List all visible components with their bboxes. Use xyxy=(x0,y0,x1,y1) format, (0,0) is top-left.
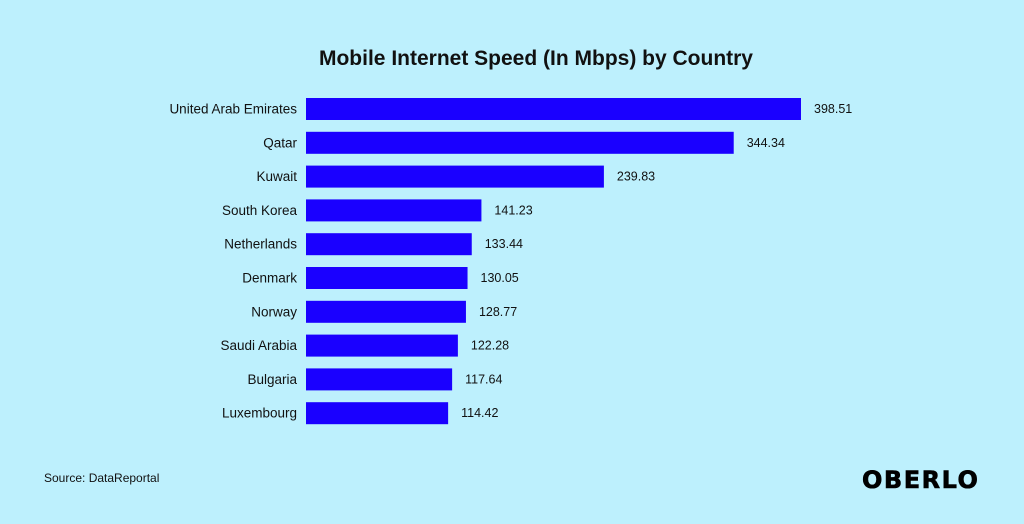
chart-title: Mobile Internet Speed (In Mbps) by Count… xyxy=(318,47,753,70)
bar-kuwait xyxy=(306,165,604,188)
value-label-saudi-arabia: 122.28 xyxy=(471,339,509,353)
value-label-south-korea: 141.23 xyxy=(494,203,532,217)
value-label-luxembourg: 114.42 xyxy=(461,406,498,420)
value-label-netherlands: 133.44 xyxy=(485,237,523,251)
value-labels: 398.51 344.34 239.83 141.23 133.44 130.05 128.… xyxy=(461,102,852,420)
value-label-kuwait: 239.83 xyxy=(617,170,655,184)
bar-norway xyxy=(306,300,466,323)
source-note: Source: DataReportal xyxy=(44,471,160,485)
value-label-united-arab-emirates: 398.51 xyxy=(814,102,852,116)
category-label-south-korea: South Korea xyxy=(222,203,298,218)
category-label-netherlands: Netherlands xyxy=(224,237,297,252)
value-label-denmark: 130.05 xyxy=(481,271,519,285)
bar-netherlands xyxy=(306,233,472,256)
category-label-qatar: Qatar xyxy=(263,135,297,150)
bar-saudi-arabia xyxy=(306,334,458,357)
value-label-bulgaria: 117.64 xyxy=(465,372,502,386)
bar-luxembourg xyxy=(306,402,449,425)
bar-denmark xyxy=(306,267,468,289)
category-label-luxembourg: Luxembourg xyxy=(222,406,297,421)
bar-united-arab-emirates xyxy=(306,98,801,120)
category-label-united-arab-emirates: United Arab Emirates xyxy=(169,102,297,117)
bar-qatar xyxy=(306,131,734,154)
bar-bulgaria xyxy=(306,368,453,391)
category-label-denmark: Denmark xyxy=(242,271,297,286)
category-label-kuwait: Kuwait xyxy=(256,169,297,184)
bar-south-korea xyxy=(306,199,482,222)
category-labels: United Arab Emirates Qatar Kuwait South Kor… xyxy=(169,102,297,421)
value-label-norway: 128.77 xyxy=(479,305,517,319)
oberlo-logo: OBERLO xyxy=(862,466,980,495)
category-label-norway: Norway xyxy=(251,304,297,319)
category-label-saudi-arabia: Saudi Arabia xyxy=(220,338,297,353)
category-label-bulgaria: Bulgaria xyxy=(247,372,297,387)
bars xyxy=(306,98,801,425)
value-label-qatar: 344.34 xyxy=(747,136,785,150)
